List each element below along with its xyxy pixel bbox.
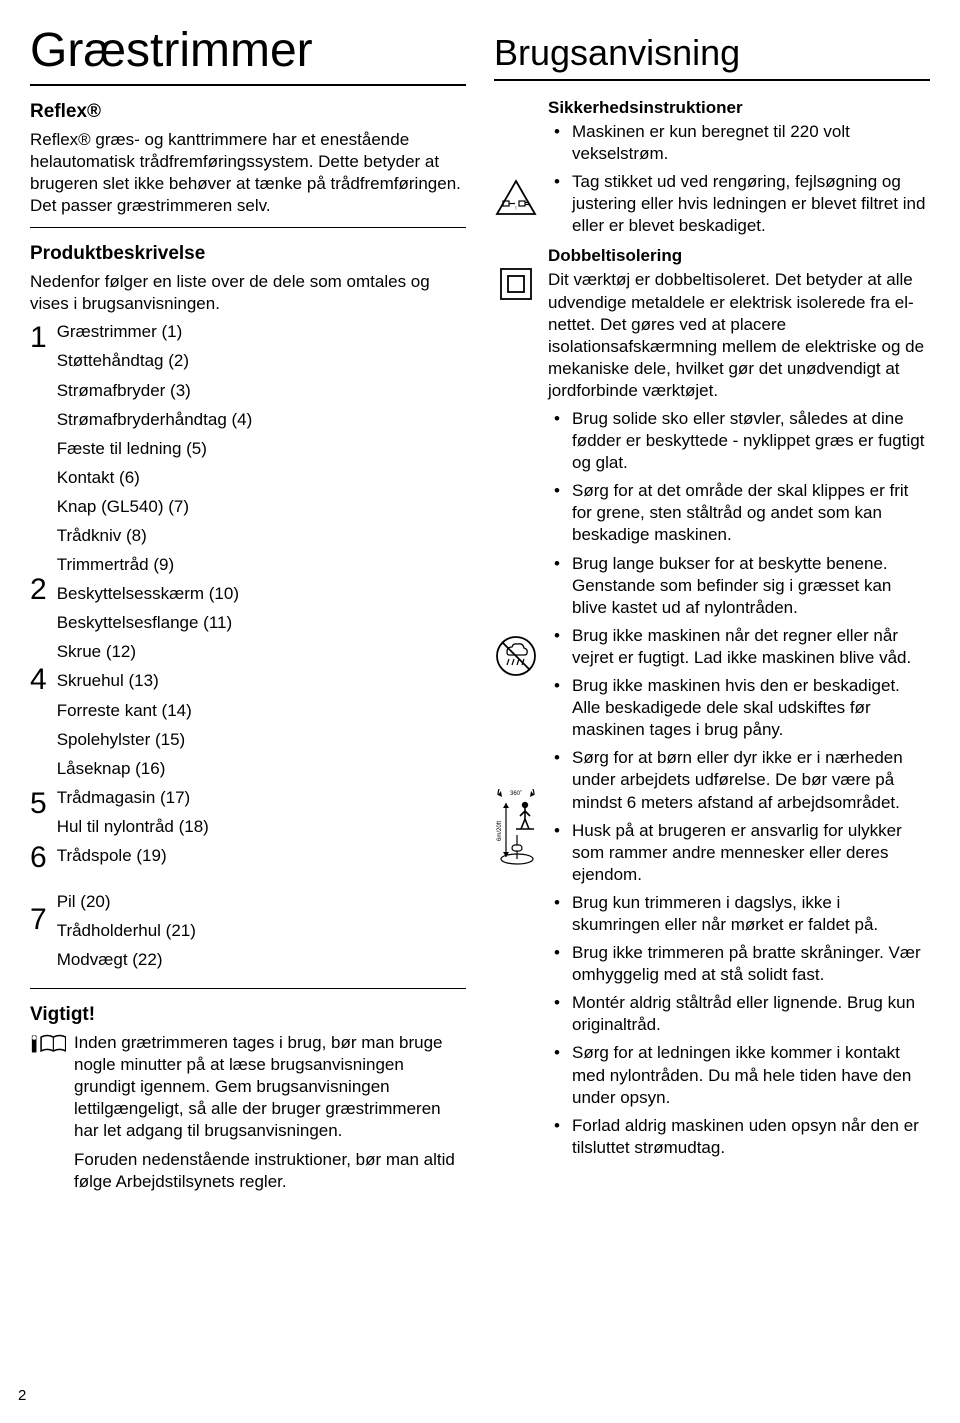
product-heading: Produktbeskrivelse bbox=[30, 242, 466, 267]
vigtigt-text: Inden grætrimmeren tages i brug, bør man… bbox=[74, 1032, 466, 1199]
right-body: Sikkerhedsinstruktioner Maskinen er kun … bbox=[548, 89, 930, 1165]
pi: Skrue (12) bbox=[57, 641, 466, 663]
pi: Græstrimmer (1) bbox=[57, 321, 466, 343]
bullet: Maskinen er kun beregnet til 220 volt ve… bbox=[548, 121, 930, 165]
pi: Strømafbryder (3) bbox=[57, 380, 466, 402]
divider bbox=[30, 227, 466, 228]
360-label: 360˚ bbox=[510, 790, 522, 797]
bullet: Tag stikket ud ved rengøring, fejlsøgnin… bbox=[548, 171, 930, 237]
pn: 7 bbox=[30, 905, 47, 935]
product-items: Græstrimmer (1) Støttehåndtag (2) Strøma… bbox=[57, 321, 466, 978]
bullet: Sørg for at børn eller dyr ikke er i nær… bbox=[548, 747, 930, 813]
no-rain-icon bbox=[494, 635, 538, 677]
reflex-paragraph: Reflex® græs- og kanttrimmere har et ene… bbox=[30, 129, 466, 217]
icon-gutter: ! bbox=[494, 89, 538, 1165]
dobbelt-para: Dit værktøj er dobbeltisoleret. Det bety… bbox=[548, 269, 930, 402]
page-number: 2 bbox=[18, 1386, 26, 1406]
bullet: Brug ikke trimmeren på bratte skråninger… bbox=[548, 942, 930, 986]
read-manual-icon bbox=[30, 1032, 66, 1054]
pi: Trådkniv (8) bbox=[57, 525, 466, 547]
page-layout: Græstrimmer Reflex® Reflex® græs- og kan… bbox=[30, 20, 930, 1199]
pi: Forreste kant (14) bbox=[57, 700, 466, 722]
pi: Trådmagasin (17) bbox=[57, 787, 466, 809]
safety-top-bullets: Maskinen er kun beregnet til 220 volt ve… bbox=[548, 121, 930, 237]
vigtigt-block: Inden grætrimmeren tages i brug, bør man… bbox=[30, 1032, 466, 1199]
pi: Trimmertråd (9) bbox=[57, 554, 466, 576]
pn: 2 bbox=[30, 575, 47, 605]
bullet: Brug solide sko eller støvler, således a… bbox=[548, 408, 930, 474]
reflex-heading: Reflex® bbox=[30, 100, 466, 125]
product-number-column: 1 2 4 5 6 7 bbox=[30, 321, 47, 978]
right-column: Brugsanvisning ! bbox=[494, 20, 930, 1199]
pi: Trådspole (19) bbox=[57, 845, 466, 867]
pn: 4 bbox=[30, 665, 47, 695]
pn: 1 bbox=[30, 323, 47, 353]
bullet: Brug lange bukser for at beskytte benene… bbox=[548, 553, 930, 619]
pi: Hul til nylontråd (18) bbox=[57, 816, 466, 838]
double-insulation-icon bbox=[494, 267, 538, 301]
svg-text:!: ! bbox=[515, 206, 516, 212]
bullet: Brug ikke maskinen når det regner eller … bbox=[548, 625, 930, 669]
divider bbox=[30, 988, 466, 989]
pi: Strømafbryderhåndtag (4) bbox=[57, 409, 466, 431]
main-bullets: Brug solide sko eller støvler, således a… bbox=[548, 408, 930, 1159]
main-title: Græstrimmer bbox=[30, 20, 466, 86]
pi: Låseknap (16) bbox=[57, 758, 466, 780]
bullet: Sørg for at det område der skal klippes … bbox=[548, 480, 930, 546]
vigtigt-p1: Inden grætrimmeren tages i brug, bør man… bbox=[74, 1032, 466, 1142]
pi: Kontakt (6) bbox=[57, 467, 466, 489]
vigtigt-heading: Vigtigt! bbox=[30, 1003, 466, 1028]
pi: Knap (GL540) (7) bbox=[57, 496, 466, 518]
pi: Modvægt (22) bbox=[57, 949, 466, 971]
right-title: Brugsanvisning bbox=[494, 30, 930, 81]
dobbelt-heading: Dobbeltisolering bbox=[548, 245, 930, 267]
6m-label: 6m/20ft bbox=[497, 820, 503, 840]
pi: Spolehylster (15) bbox=[57, 729, 466, 751]
pi bbox=[57, 874, 466, 884]
bullet: Sørg for at ledningen ikke kommer i kont… bbox=[548, 1042, 930, 1108]
pi: Pil (20) bbox=[57, 891, 466, 913]
safety-heading: Sikkerhedsinstruktioner bbox=[548, 97, 930, 119]
pi: Støttehåndtag (2) bbox=[57, 350, 466, 372]
bullet: Brug kun trimmeren i dagslys, ikke i sku… bbox=[548, 892, 930, 936]
pn: 6 bbox=[30, 843, 47, 873]
bullet: Forlad aldrig maskinen uden opsyn når de… bbox=[548, 1115, 930, 1159]
product-intro: Nedenfor følger en liste over de dele so… bbox=[30, 271, 466, 315]
pn: 5 bbox=[30, 789, 47, 819]
vigtigt-p2: Foruden nedenstående instruktioner, bør … bbox=[74, 1149, 466, 1193]
right-content: ! bbox=[494, 89, 930, 1165]
pi: Beskyttelsesskærm (10) bbox=[57, 583, 466, 605]
left-column: Græstrimmer Reflex® Reflex® græs- og kan… bbox=[30, 20, 466, 1199]
pi: Fæste til ledning (5) bbox=[57, 438, 466, 460]
unplug-warning-icon: ! bbox=[494, 179, 538, 217]
safety-distance-icon: 360˚ 6m/20ft bbox=[494, 789, 538, 867]
pi: Skruehul (13) bbox=[57, 670, 466, 692]
bullet: Brug ikke maskinen hvis den er beskadige… bbox=[548, 675, 930, 741]
pi: Trådholderhul (21) bbox=[57, 920, 466, 942]
bullet: Husk på at brugeren er ansvarlig for uly… bbox=[548, 820, 930, 886]
product-list: 1 2 4 5 6 7 Græstrimmer (1) Støttehåndta… bbox=[30, 321, 466, 978]
pi: Beskyttelsesflange (11) bbox=[57, 612, 466, 634]
bullet: Montér aldrig ståltråd eller lignende. B… bbox=[548, 992, 930, 1036]
